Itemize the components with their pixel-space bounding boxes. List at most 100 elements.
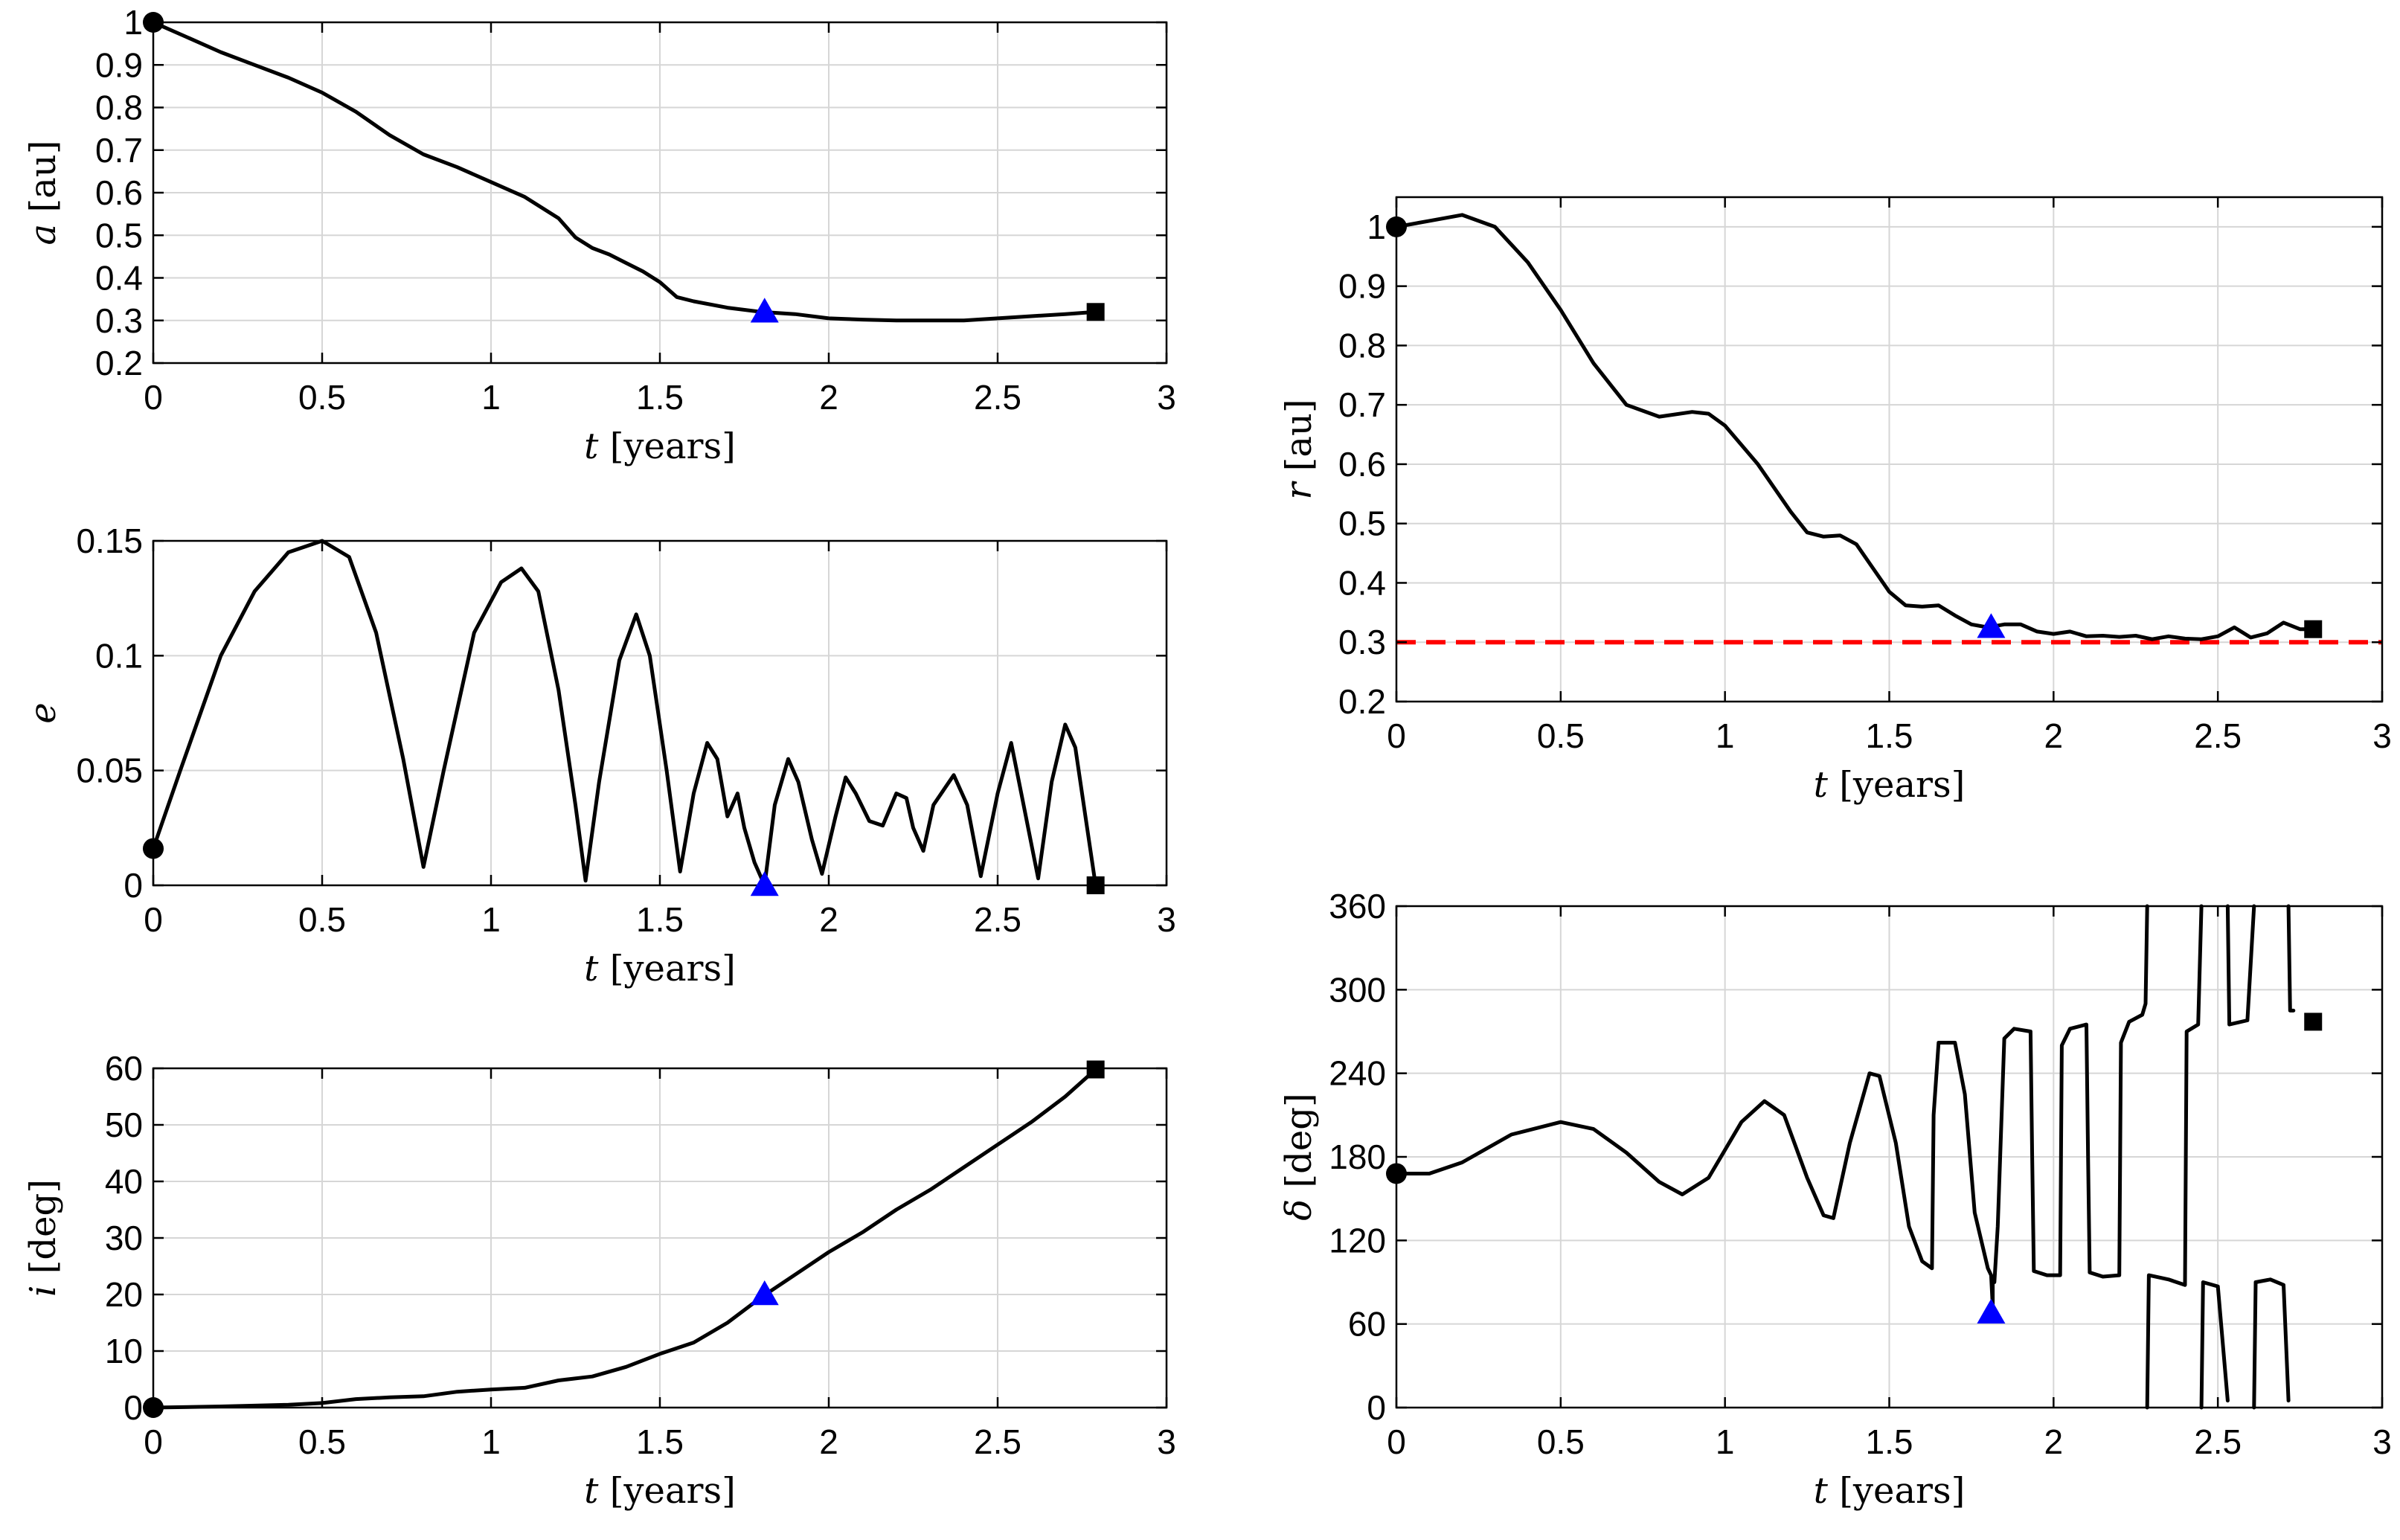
- x-axis-unit: [years]: [1839, 1470, 1965, 1512]
- series-delta-line: [2252, 1277, 2291, 1410]
- x-tick-label: 2: [819, 900, 838, 939]
- event-marker: [750, 298, 779, 323]
- y-axis-variable: a: [22, 224, 64, 246]
- y-tick-label: 0: [123, 1388, 143, 1427]
- y-tick-label: 40: [105, 1162, 143, 1201]
- y-tick-label: 360: [1329, 887, 1386, 925]
- y-tick-label: 300: [1329, 970, 1386, 1009]
- y-tick-label: 0.5: [1338, 504, 1386, 543]
- y-axis-variable: δ: [1278, 1199, 1320, 1221]
- x-tick-label: 2: [2044, 1422, 2064, 1461]
- x-axis-variable: t: [584, 1470, 599, 1512]
- x-tick-label: 2.5: [974, 900, 1021, 939]
- x-tick-label: 3: [1157, 900, 1176, 939]
- series-i-line: [153, 1068, 1098, 1410]
- x-tick-label: 0: [144, 378, 163, 417]
- end-marker: [2304, 1013, 2323, 1031]
- x-tick-label: 1.5: [636, 378, 684, 417]
- y-axis-unit: [au]: [1278, 399, 1320, 471]
- series-r-line: [1396, 213, 2315, 641]
- start-marker: [1386, 1163, 1407, 1184]
- start-marker: [143, 1397, 164, 1418]
- y-tick-label: 120: [1329, 1221, 1386, 1260]
- series-e-line: [153, 539, 1098, 888]
- end-marker: [1086, 1060, 1105, 1079]
- x-tick-label: 2.5: [2194, 1422, 2242, 1461]
- chart-delta: 0 0.5 1 1.5 2 2.5 3 0 60 120 180 240 300 360 t [years]…: [1278, 887, 2392, 1512]
- y-tick-label: 0: [1367, 1388, 1386, 1427]
- y-tick-label: 0.9: [1338, 267, 1386, 306]
- x-tick-label: 1.5: [1866, 1422, 1913, 1461]
- y-tick-label: 180: [1329, 1138, 1386, 1176]
- x-axis-unit: [years]: [610, 948, 736, 989]
- x-axis-variable: t: [584, 426, 599, 467]
- x-axis-variable: t: [584, 948, 599, 989]
- x-axis-title-a: t [years]: [584, 426, 736, 467]
- x-tick-label: 2.5: [974, 1422, 1021, 1461]
- y-tick-label: 240: [1329, 1054, 1386, 1093]
- x-tick-label: 3: [1157, 378, 1176, 417]
- y-tick-label: 0.8: [1338, 326, 1386, 365]
- x-tick-label: 0: [144, 1422, 163, 1461]
- start-marker: [1386, 216, 1407, 237]
- x-tick-label: 0.5: [298, 900, 346, 939]
- y-tick-label: 20: [105, 1275, 143, 1314]
- x-tick-label: 1: [481, 900, 501, 939]
- y-axis-title-e: e: [22, 702, 64, 723]
- y-axis-title-a: a [au]: [22, 141, 64, 246]
- y-tick-label: 60: [1348, 1305, 1386, 1344]
- y-tick-label: 0.15: [76, 522, 143, 560]
- x-tick-label: 1: [1716, 1422, 1735, 1461]
- y-tick-label: 0.8: [95, 89, 143, 127]
- y-tick-label: 1: [123, 3, 143, 42]
- x-axis-variable: t: [1814, 1470, 1829, 1512]
- end-marker: [2304, 620, 2323, 638]
- x-axis-unit: [years]: [610, 1470, 736, 1512]
- x-tick-label: 0: [144, 900, 163, 939]
- y-tick-label: 0.05: [76, 751, 143, 790]
- y-tick-label: 0.7: [1338, 385, 1386, 424]
- event-marker: [750, 871, 779, 896]
- x-tick-label: 3: [1157, 1422, 1176, 1461]
- end-marker: [1086, 876, 1105, 894]
- y-axis-unit: [au]: [22, 141, 64, 213]
- x-tick-label: 0.5: [1537, 716, 1585, 755]
- x-tick-label: 1: [1716, 716, 1735, 755]
- series-delta-line: [2199, 1280, 2230, 1410]
- x-axis-variable: t: [1814, 764, 1829, 806]
- end-marker: [1086, 303, 1105, 321]
- y-tick-label: 0.6: [1338, 445, 1386, 484]
- y-axis-variable: r: [1278, 481, 1320, 500]
- y-axis-title-i: i [deg]: [22, 1179, 64, 1297]
- x-tick-label: 3: [2372, 1422, 2392, 1461]
- x-axis-title-e: t [years]: [584, 948, 736, 989]
- y-tick-label: 0.4: [95, 259, 143, 298]
- y-tick-label: 0.9: [95, 45, 143, 84]
- x-tick-label: 2.5: [974, 378, 1021, 417]
- x-axis-unit: [years]: [610, 426, 736, 467]
- x-tick-label: 1.5: [636, 900, 684, 939]
- y-axis-unit: [deg]: [22, 1179, 64, 1274]
- event-marker: [750, 1280, 779, 1306]
- y-tick-label: 60: [105, 1049, 143, 1088]
- series-delta-line: [2145, 904, 2204, 1410]
- y-axis-title-delta: δ [deg]: [1278, 1093, 1320, 1220]
- x-tick-label: 0.5: [298, 1422, 346, 1461]
- y-tick-label: 0.3: [95, 301, 143, 340]
- y-tick-label: 0.2: [95, 344, 143, 382]
- series-a-line: [153, 20, 1098, 323]
- x-tick-label: 1.5: [1866, 716, 1913, 755]
- event-marker: [1977, 1298, 2006, 1324]
- y-tick-label: 10: [105, 1332, 143, 1370]
- series-delta-line: [2225, 904, 2256, 1027]
- x-tick-label: 0.5: [1537, 1422, 1585, 1461]
- y-tick-label: 0: [123, 866, 143, 905]
- x-tick-label: 0.5: [298, 378, 346, 417]
- series-delta-line: [2286, 904, 2296, 1013]
- x-tick-label: 2.5: [2194, 716, 2242, 755]
- series-delta-line: [1396, 904, 2149, 1309]
- x-tick-label: 2: [819, 1422, 838, 1461]
- chart-a: 0 0.5 1 1.5 2 2.5 30.20.30.40.50.60.70.80.91t …: [22, 3, 1176, 467]
